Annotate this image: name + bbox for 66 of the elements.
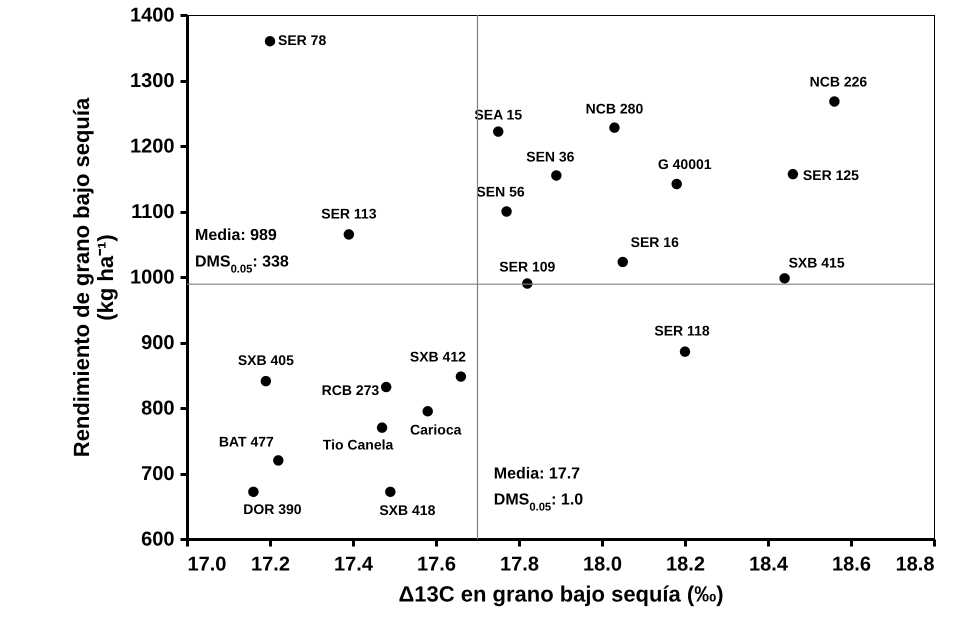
- x-tick-label: 18.4: [749, 554, 789, 576]
- series-label: RCB 273: [322, 382, 380, 398]
- point: [829, 96, 840, 107]
- point: [671, 178, 682, 190]
- point: [385, 486, 396, 498]
- series-label: Carioca: [410, 421, 462, 438]
- point: [422, 406, 433, 417]
- series-label: SER 78: [278, 32, 326, 48]
- series-label: Tio Canela: [322, 436, 394, 453]
- x-axis-title: Δ13C en grano bajo sequía (‰): [398, 582, 724, 606]
- series-label: SER 113: [321, 205, 377, 222]
- y-tick-label: 1000: [130, 266, 174, 288]
- y-tick-label: 1400: [130, 4, 174, 26]
- series-label: SEN 56: [476, 184, 525, 200]
- y-tick-label: 700: [141, 463, 174, 485]
- series-label: NCB 226: [810, 73, 868, 90]
- x-tick-label: 18.6: [832, 554, 871, 576]
- series-label: SXB 418: [379, 502, 436, 518]
- point: [609, 122, 620, 133]
- series-label: G 40001: [658, 156, 712, 172]
- series-label: SEA 15: [474, 106, 522, 123]
- y-tick-label: 800: [141, 398, 174, 420]
- point: [273, 455, 284, 466]
- y-tick-label: 900: [141, 332, 174, 354]
- x-tick-label: 17.0: [188, 554, 226, 576]
- point: [779, 273, 790, 284]
- series-label: BAT 477: [218, 433, 274, 450]
- annotation: Media: 989: [195, 227, 277, 244]
- point: [551, 170, 562, 181]
- annotation: DMS$_{0.05}$: 1.0: [494, 492, 584, 514]
- annotation: Media: 17.7: [494, 466, 580, 482]
- x-tick-label: 17.8: [500, 554, 539, 576]
- y-tick-label: 600: [141, 528, 174, 550]
- series-label: SEN 36: [526, 148, 575, 164]
- y-axis-title: Rendimiento de grano bajo sequía (kg ha⁻¹): [69, 97, 118, 458]
- point: [501, 206, 512, 217]
- point: [380, 382, 392, 392]
- point: [788, 168, 798, 180]
- annotation: DMS$_{0.05}$: 338: [195, 253, 289, 276]
- point: [618, 256, 628, 268]
- series-label: SER 125: [802, 167, 860, 184]
- y-tick-label: 1200: [130, 136, 174, 158]
- series-label: DOR 390: [243, 500, 302, 517]
- point: [248, 486, 259, 498]
- x-tick-label: 17.6: [417, 554, 456, 576]
- point: [493, 126, 504, 137]
- point: [264, 36, 276, 46]
- x-tick-label: 17.4: [334, 554, 374, 576]
- point: [344, 229, 354, 240]
- x-tick-label: 18.8: [896, 554, 934, 576]
- series-label: SXB 412: [410, 348, 466, 365]
- x-tick-label: 18.2: [666, 554, 705, 576]
- series-label: SER 118: [654, 322, 710, 339]
- point: [680, 346, 690, 357]
- point: [260, 376, 272, 386]
- series-label: NCB 280: [586, 100, 644, 117]
- series-label: SER 16: [630, 234, 680, 250]
- point: [376, 422, 388, 433]
- x-tick-label: 18.0: [583, 554, 622, 576]
- series-label: SXB 415: [788, 254, 845, 270]
- series-label: SXB 405: [238, 352, 294, 368]
- point: [456, 371, 466, 382]
- y-tick-label: 1100: [131, 201, 174, 223]
- y-tick-label: 1300: [130, 70, 174, 92]
- x-tick-label: 17.2: [251, 554, 290, 576]
- series-label: SER 109: [499, 258, 556, 275]
